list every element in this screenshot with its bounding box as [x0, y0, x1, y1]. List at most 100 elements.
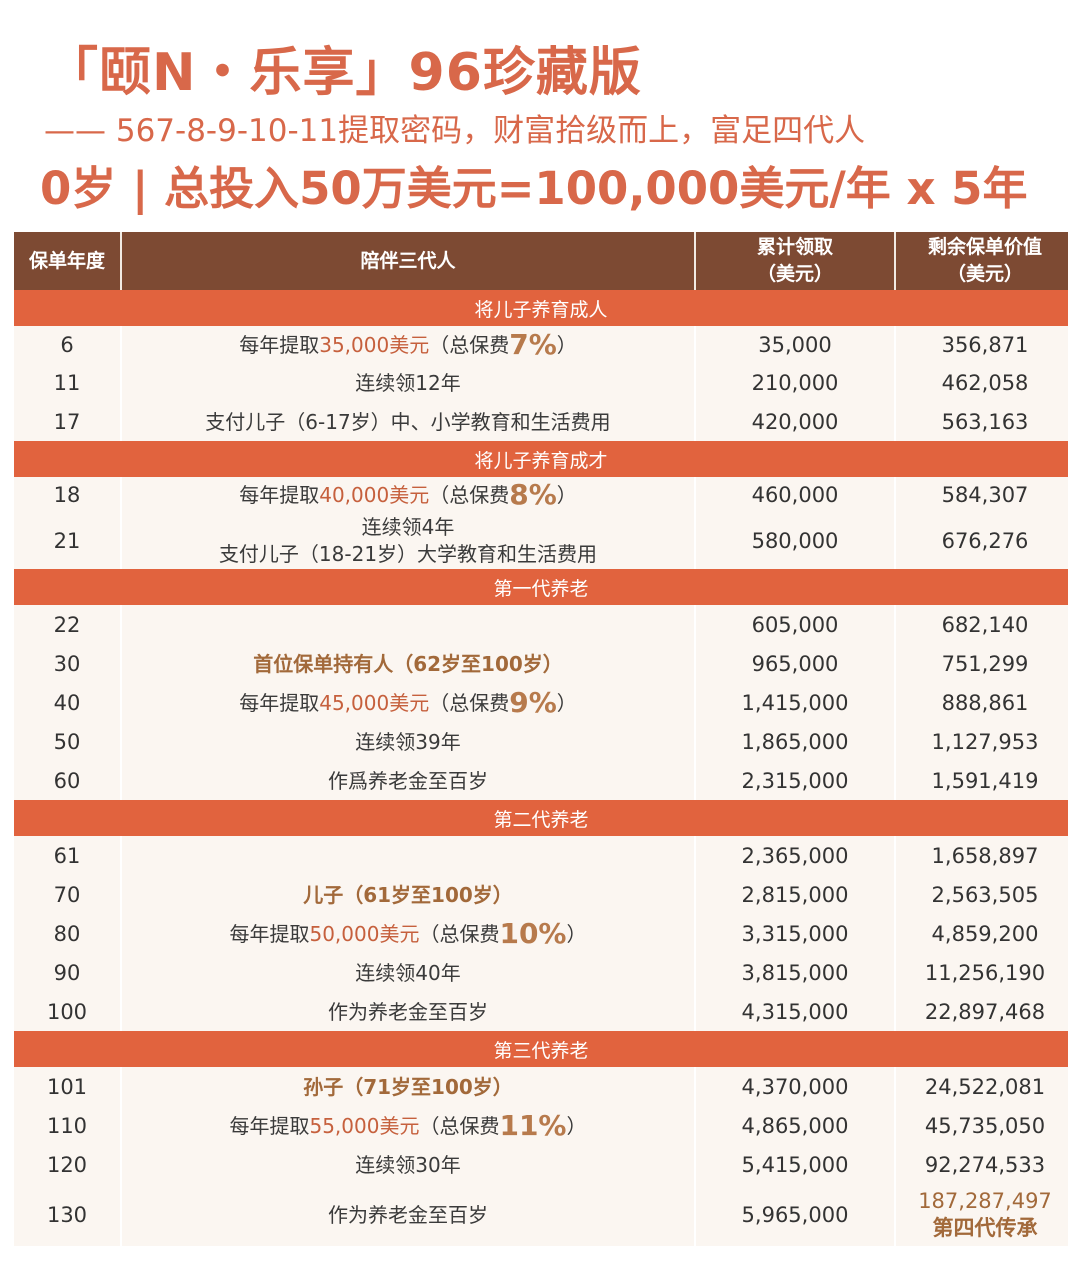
remaining-cell: 682,140 — [941, 612, 1029, 637]
purpose-text: 作爲养老金至百岁 — [328, 768, 488, 793]
purpose-text: 作为养老金至百岁 — [328, 1203, 488, 1227]
remaining-cell: 45,735,050 — [924, 1113, 1046, 1138]
withdraw-mid: （总保费 — [429, 483, 510, 507]
cumulative-cell: 1,415,000 — [741, 690, 849, 715]
remaining-cell: 11,256,190 — [924, 960, 1046, 985]
withdraw-percent: 11% — [499, 1108, 567, 1142]
year-cell: 22 — [53, 612, 81, 637]
duration-text: 连续领30年 — [355, 1152, 461, 1177]
withdraw-amount: 50,000美元 — [309, 921, 420, 946]
header-cumulative-unit: （美元） — [756, 263, 833, 285]
page-title: 「颐N・乐享」96珍藏版 — [46, 43, 642, 103]
beneficiary-text: 儿子（61岁至100岁） — [303, 882, 513, 907]
withdraw-amount: 40,000美元 — [319, 483, 430, 507]
cumulative-cell: 2,365,000 — [741, 843, 849, 868]
cumulative-cell: 580,000 — [751, 529, 839, 553]
header-remaining-label: 剩余保单价值 — [927, 236, 1042, 258]
cumulative-cell: 3,315,000 — [741, 921, 849, 946]
year-cell: 90 — [53, 960, 81, 985]
cumulative-cell: 210,000 — [751, 371, 839, 395]
cumulative-cell: 965,000 — [751, 651, 839, 676]
header-companion: 陪伴三代人 — [122, 232, 696, 290]
year-cell: 110 — [46, 1113, 88, 1138]
remaining-cell: 584,307 — [941, 483, 1029, 507]
remaining-cell: 356,871 — [941, 333, 1029, 357]
year-cell: 11 — [53, 371, 81, 395]
cumulative-cell: 35,000 — [758, 333, 832, 357]
withdraw-close: ） — [566, 1113, 587, 1138]
withdraw-percent: 10% — [499, 916, 567, 950]
withdraw-mid: （总保费 — [429, 333, 510, 357]
year-cell: 60 — [53, 768, 81, 793]
cumulative-cell: 5,965,000 — [741, 1203, 849, 1227]
withdraw-percent: 7% — [509, 328, 557, 361]
withdraw-mid: （总保费 — [419, 921, 500, 946]
remaining-cell: 1,658,897 — [931, 843, 1039, 868]
cumulative-cell: 2,815,000 — [741, 882, 849, 907]
withdraw-close: ） — [556, 690, 577, 715]
header-remaining-unit: （美元） — [946, 263, 1023, 285]
section-block-0: 6 11 17 每年提取 35,000美元 （总保费 7%） 连续领12年 支付儿子（… — [14, 326, 1068, 441]
remaining-cell: 22,897,468 — [924, 999, 1046, 1024]
year-cell: 18 — [53, 483, 81, 507]
purpose-text: 支付儿子（6-17岁）中、小学教育和生活费用 — [205, 409, 611, 434]
final-value: 187,287,497 — [918, 1189, 1052, 1213]
final-note: 第四代传承 — [932, 1216, 1038, 1240]
remaining-cell: 92,274,533 — [924, 1152, 1046, 1177]
table-header: 保单年度 陪伴三代人 累计领取 （美元） 剩余保单价值 （美元） — [14, 232, 1068, 290]
remaining-cell: 24,522,081 — [924, 1074, 1046, 1099]
section-title: 将儿子养育成才 — [14, 441, 1068, 477]
withdraw-amount: 55,000美元 — [309, 1113, 420, 1138]
remaining-cell: 4,859,200 — [931, 921, 1039, 946]
year-cell: 130 — [46, 1203, 88, 1227]
withdraw-label: 每年提取 — [239, 483, 320, 507]
withdraw-info: 每年提取 45,000美元 （总保费 9%） — [122, 683, 694, 722]
cumulative-cell: 420,000 — [751, 409, 839, 434]
withdraw-percent: 9% — [509, 685, 557, 719]
cumulative-cell: 5,415,000 — [741, 1152, 849, 1177]
year-cell: 21 — [53, 529, 81, 553]
remaining-cell: 2,563,505 — [931, 882, 1039, 907]
cumulative-cell: 4,865,000 — [741, 1113, 849, 1138]
withdraw-close: ） — [556, 333, 577, 357]
withdraw-label: 每年提取 — [229, 921, 310, 946]
cumulative-cell: 2,315,000 — [741, 768, 849, 793]
remaining-cell: 676,276 — [941, 529, 1029, 553]
withdraw-info: 每年提取 50,000美元 （总保费 10%） — [122, 914, 694, 953]
withdraw-amount: 45,000美元 — [319, 690, 430, 715]
remaining-cell: 462,058 — [941, 371, 1029, 395]
duration-text: 连续领39年 — [355, 729, 461, 754]
duration-text: 连续领12年 — [355, 371, 461, 395]
withdraw-mid: （总保费 — [429, 690, 510, 715]
year-cell: 80 — [53, 921, 81, 946]
withdraw-label: 每年提取 — [229, 1113, 310, 1138]
withdraw-info: 每年提取 35,000美元 （总保费 7%） — [122, 326, 694, 364]
duration-purpose: 连续领4年 支付儿子（18-21岁）大学教育和生活费用 — [122, 513, 694, 569]
year-cell: 30 — [53, 651, 81, 676]
beneficiary-text: 首位保单持有人（62岁至100岁） — [253, 651, 563, 676]
investment-summary: 0岁 | 总投入50万美元=100,000美元/年 x 5年 — [40, 162, 1028, 215]
year-cell: 40 — [53, 690, 81, 715]
remaining-cell: 563,163 — [941, 409, 1029, 434]
cumulative-cell: 4,315,000 — [741, 999, 849, 1024]
cumulative-cell: 4,370,000 — [741, 1074, 849, 1099]
section-title: 第一代养老 — [14, 569, 1068, 605]
withdraw-info: 每年提取 55,000美元 （总保费 11%） — [122, 1106, 694, 1145]
policy-table: 保单年度 陪伴三代人 累计领取 （美元） 剩余保单价值 （美元） 将儿子养育成人 6… — [14, 232, 1068, 1246]
section-title: 第二代养老 — [14, 800, 1068, 836]
withdraw-amount: 35,000美元 — [319, 333, 430, 357]
section-block-4: 101 110 120 130 孙子（71岁至100岁） 每年提取 55,000美… — [14, 1067, 1068, 1246]
duration-text: 连续领4年 — [361, 515, 455, 539]
duration-text: 连续领40年 — [355, 960, 461, 985]
withdraw-label: 每年提取 — [239, 333, 320, 357]
withdraw-close: ） — [566, 921, 587, 946]
withdraw-percent: 8% — [509, 478, 557, 511]
section-title: 第三代养老 — [14, 1031, 1068, 1067]
remaining-cell: 751,299 — [941, 651, 1029, 676]
withdraw-info: 每年提取 40,000美元 （总保费 8%） — [122, 477, 694, 513]
remaining-cell: 888,861 — [941, 690, 1029, 715]
header-cumulative-label: 累计领取 — [756, 236, 833, 258]
purpose-text: 作为养老金至百岁 — [328, 999, 488, 1024]
final-remaining-cell: 187,287,497 第四代传承 — [896, 1184, 1074, 1246]
header-remaining: 剩余保单价值 （美元） — [896, 232, 1074, 290]
